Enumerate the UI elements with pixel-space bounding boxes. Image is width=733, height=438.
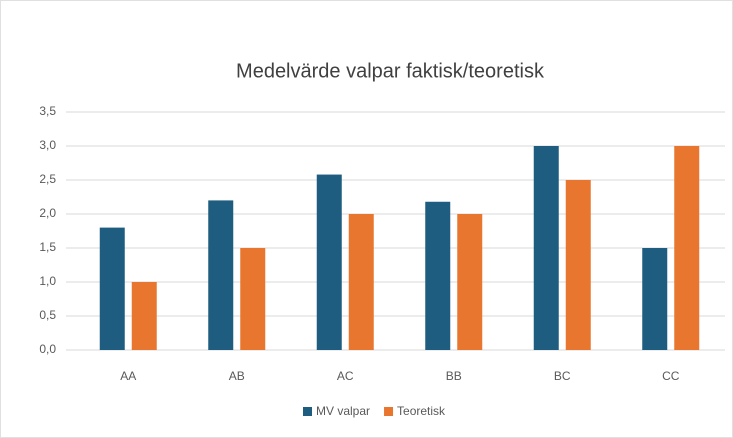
y-tick-label: 1,0 — [39, 274, 56, 288]
bar — [674, 146, 700, 350]
bar — [240, 248, 266, 350]
bar — [348, 214, 374, 350]
legend-label: Teoretisk — [397, 404, 446, 418]
bar — [533, 146, 559, 350]
x-tick-label: BB — [446, 369, 462, 383]
legend-swatch — [384, 407, 394, 416]
bar — [131, 282, 157, 350]
x-tick-label: AB — [229, 369, 245, 383]
bar — [99, 227, 125, 350]
y-tick-label: 2,0 — [39, 206, 56, 220]
y-tick-label: 0,5 — [39, 308, 56, 322]
x-tick-label: AC — [337, 369, 354, 383]
y-tick-label: 2,5 — [39, 172, 56, 186]
legend-label: MV valpar — [316, 404, 370, 418]
y-tick-label: 3,5 — [39, 104, 56, 118]
chart-title: Medelvärde valpar faktisk/teoretisk — [236, 60, 545, 82]
y-tick-label: 1,5 — [39, 240, 56, 254]
legend-swatch — [303, 407, 312, 416]
bar — [642, 248, 668, 350]
y-tick-label: 0,0 — [39, 342, 56, 356]
y-tick-label: 3,0 — [39, 138, 56, 152]
bar — [208, 200, 234, 350]
bar — [425, 201, 451, 350]
x-tick-label: BC — [554, 369, 571, 383]
x-tick-label: AA — [120, 369, 136, 383]
bar — [457, 214, 483, 350]
bar — [565, 180, 591, 350]
bar — [316, 174, 342, 350]
x-tick-label: CC — [662, 369, 680, 383]
